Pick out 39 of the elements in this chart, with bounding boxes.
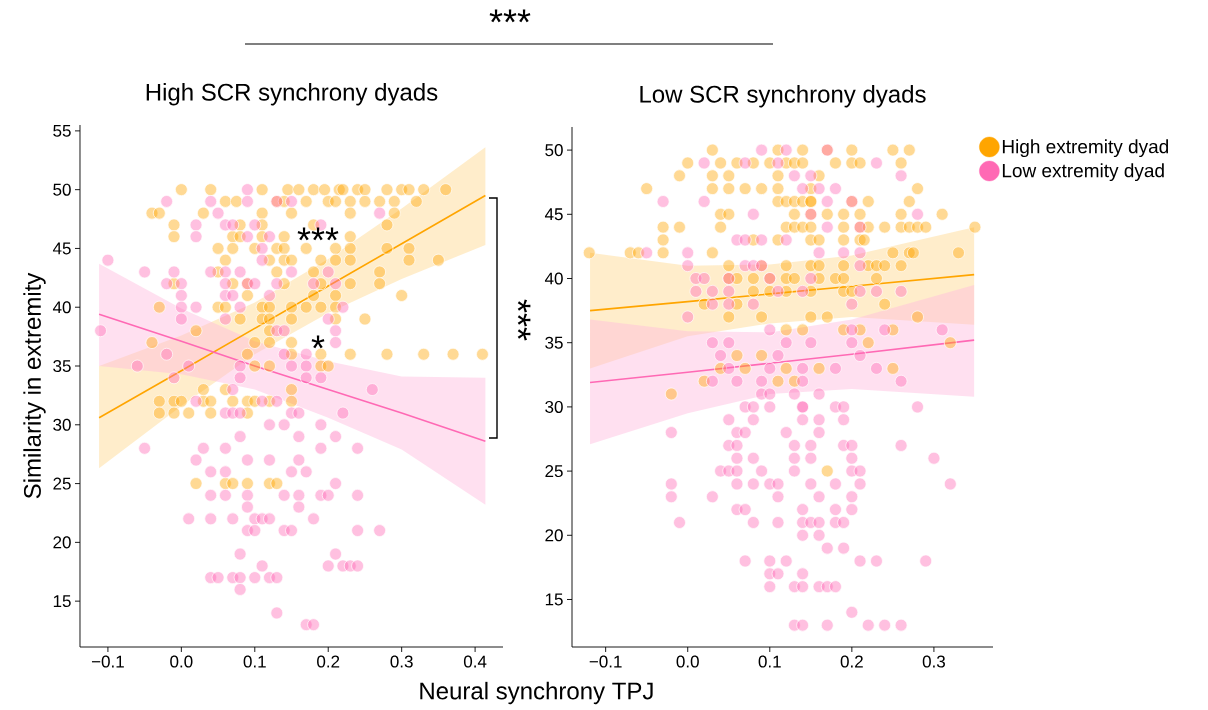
x-axis-title: Neural synchrony TPJ	[420, 681, 653, 705]
y-tick-label: 50	[53, 183, 71, 196]
x-tick-label: 0.4	[463, 655, 487, 668]
y-axis-title: Similarity in extremity	[23, 272, 46, 499]
legend-label: Low extremity dyad	[1002, 163, 1164, 182]
x-tick-label: 0.0	[676, 655, 699, 668]
y-tick-label: 45	[544, 208, 563, 221]
y-tick-label: 15	[53, 595, 71, 608]
x-tick-label: 0.3	[390, 655, 413, 668]
y-tick-label: 40	[544, 272, 563, 285]
y-tick-label: 55	[53, 124, 71, 137]
y-tick-label: 35	[53, 359, 71, 373]
y-tick-label: 45	[52, 242, 71, 255]
chart-title: High SCR synchrony dyads	[146, 83, 438, 106]
y-tick-label: 25	[545, 465, 563, 478]
x-tick-label: 0.0	[170, 655, 193, 668]
y-tick-label: 50	[545, 144, 563, 157]
x-tick-label: 0.1	[243, 655, 266, 668]
text: ***	[489, 9, 531, 23]
chart-title: Low SCR synchrony dyads	[640, 85, 926, 108]
y-tick-label: 40	[52, 301, 71, 314]
x-tick-label: 0.3	[922, 655, 945, 668]
y-tick-label: 15	[545, 593, 563, 606]
annotation: *	[311, 335, 325, 349]
annotation: ***	[297, 227, 339, 241]
y-tick-label: 20	[545, 529, 563, 542]
y-tick-label: 30	[53, 418, 71, 431]
line-series	[589, 339, 975, 384]
x-tick-label: 0.2	[317, 655, 340, 668]
x-tick-label: −0.1	[589, 655, 622, 668]
x-tick-label: 0.1	[758, 655, 781, 668]
y-tick-label: 25	[53, 477, 71, 490]
x-tick-label: −0.1	[91, 655, 124, 668]
legend-label: High extremity dyad	[1002, 139, 1168, 158]
y-tick-label: 30	[545, 400, 563, 413]
text: ***	[517, 299, 531, 341]
y-tick-label: 20	[53, 536, 71, 549]
y-tick-label: 35	[545, 336, 563, 349]
x-tick-label: 0.2	[840, 655, 863, 668]
